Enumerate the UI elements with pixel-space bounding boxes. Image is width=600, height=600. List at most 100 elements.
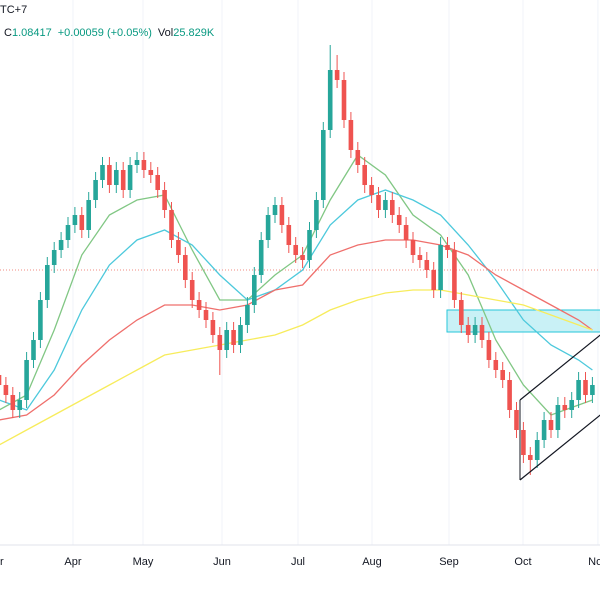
x-tick-label: Mar bbox=[0, 556, 4, 568]
candle-body bbox=[362, 165, 367, 185]
candle-body bbox=[238, 325, 243, 345]
candle-body bbox=[562, 405, 568, 410]
candle-body bbox=[169, 210, 174, 240]
candle-body bbox=[0, 375, 2, 385]
volume-label: Vol bbox=[157, 27, 174, 39]
close-label: C bbox=[4, 27, 12, 39]
candle-body bbox=[307, 230, 312, 260]
candle-body bbox=[445, 245, 450, 250]
candle-body bbox=[410, 240, 416, 255]
channel-upper bbox=[519, 334, 600, 401]
candle-body bbox=[72, 215, 78, 225]
candle-body bbox=[293, 245, 298, 255]
x-tick-label: Aug bbox=[362, 556, 382, 568]
candle-body bbox=[500, 370, 505, 380]
candle-body bbox=[576, 380, 581, 400]
candle-body bbox=[114, 170, 119, 185]
candle-body bbox=[376, 195, 381, 210]
candle-body bbox=[134, 160, 140, 165]
candle-body bbox=[189, 280, 195, 300]
candle-body bbox=[528, 455, 533, 460]
candle-body bbox=[183, 255, 188, 280]
candle-body bbox=[286, 225, 292, 245]
candle-body bbox=[203, 310, 209, 320]
candle-body bbox=[479, 325, 485, 340]
candle-body bbox=[162, 190, 167, 210]
candle-body bbox=[148, 170, 154, 175]
candle-body bbox=[590, 385, 595, 395]
candle-body bbox=[521, 430, 526, 455]
candle-body bbox=[176, 240, 181, 255]
candle-body bbox=[31, 340, 36, 360]
candle-body bbox=[403, 225, 409, 240]
candle-body bbox=[396, 215, 402, 225]
candle-body bbox=[86, 200, 91, 230]
candle-body bbox=[555, 405, 561, 430]
candle-body bbox=[65, 225, 71, 240]
candle-body bbox=[548, 420, 554, 430]
candle-body bbox=[417, 255, 423, 260]
candle-body bbox=[107, 165, 112, 185]
candle-body bbox=[3, 385, 9, 395]
candle-body bbox=[17, 400, 22, 410]
x-tick-label: Oct bbox=[514, 556, 531, 568]
candle-body bbox=[452, 250, 457, 300]
candle-body bbox=[120, 170, 126, 190]
candle-body bbox=[51, 250, 57, 265]
moving-average bbox=[0, 189, 593, 411]
candle-body bbox=[334, 70, 340, 80]
ohlc-legend: C 1.08417 +0.00059 (+0.05%) Vol 25.829K bbox=[4, 27, 220, 39]
candle-body bbox=[369, 185, 374, 195]
candle-body bbox=[507, 380, 512, 410]
x-tick-label: Apr bbox=[64, 556, 81, 568]
moving-average bbox=[0, 289, 593, 446]
candle-body bbox=[155, 175, 160, 190]
candle-body bbox=[383, 200, 388, 210]
candle-body bbox=[438, 245, 443, 290]
candle-body bbox=[327, 70, 333, 130]
candle-body bbox=[272, 205, 278, 215]
candle-body bbox=[424, 260, 430, 270]
x-tick-label: Sep bbox=[439, 556, 459, 568]
candle-body bbox=[224, 330, 229, 350]
candle-body bbox=[127, 165, 133, 190]
moving-average bbox=[0, 239, 593, 421]
candle-body bbox=[79, 215, 85, 230]
candle-body bbox=[541, 420, 547, 440]
candle-body bbox=[300, 255, 305, 260]
candle-body bbox=[348, 120, 354, 150]
x-axis: Mar Apr May Jun Jul Aug Sep Oct Nov bbox=[0, 556, 600, 568]
change-value: +0.00059 (+0.05%) bbox=[57, 27, 152, 39]
candle-body bbox=[24, 360, 29, 400]
candle-body bbox=[431, 270, 436, 290]
candle-body bbox=[217, 335, 223, 350]
candle-body bbox=[38, 300, 43, 340]
candle-body bbox=[314, 200, 319, 230]
candles bbox=[0, 45, 595, 475]
volume-value: 25.829K bbox=[173, 27, 215, 39]
candle-body bbox=[93, 180, 98, 200]
candle-body bbox=[258, 240, 264, 275]
candle-body bbox=[514, 410, 519, 430]
candle-body bbox=[265, 215, 271, 240]
candle-body bbox=[486, 340, 492, 360]
candle-body bbox=[390, 200, 395, 215]
candle-body bbox=[252, 275, 257, 305]
x-tick-label: Jun bbox=[213, 556, 231, 568]
candle-body bbox=[100, 165, 105, 180]
candle-body bbox=[45, 265, 50, 300]
channel-lower bbox=[519, 414, 600, 481]
timezone: TC+7 bbox=[0, 4, 28, 16]
candle-body bbox=[583, 380, 588, 395]
candle-body bbox=[355, 150, 361, 165]
candle-body bbox=[10, 395, 16, 410]
candle-body bbox=[245, 305, 250, 325]
candle-body bbox=[321, 130, 326, 200]
candle-body bbox=[210, 320, 216, 335]
candle-body bbox=[459, 300, 464, 325]
x-tick-label: May bbox=[133, 556, 154, 568]
close-value: 1.08417 bbox=[11, 27, 52, 39]
